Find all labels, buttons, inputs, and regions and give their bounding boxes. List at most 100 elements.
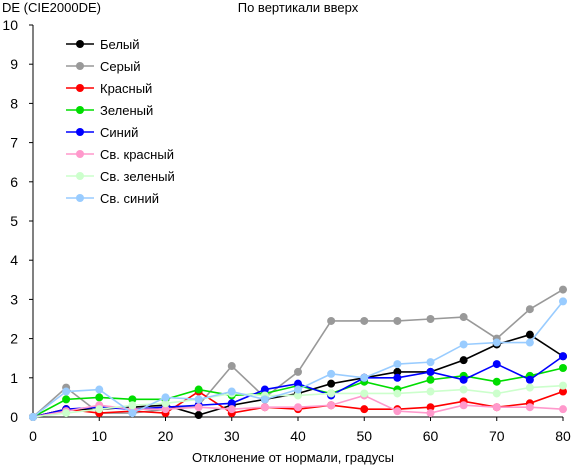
data-point xyxy=(459,401,468,410)
tick-labels: 0 1 2 3 4 5 6 7 8 9 10 0 10 20 30 40 50 60 70 80 xyxy=(2,17,571,444)
x-tick-label: 20 xyxy=(158,428,174,444)
legend-swatch-marker xyxy=(76,40,84,48)
data-point xyxy=(29,413,37,421)
data-point xyxy=(459,356,468,365)
data-point xyxy=(492,377,501,386)
data-point xyxy=(393,373,402,382)
y-tick-label: 9 xyxy=(10,56,18,72)
chart-title: По вертикали вверх xyxy=(238,0,359,15)
x-axis-label: Отклонение от нормали, градусы xyxy=(192,450,394,465)
x-tick-label: 0 xyxy=(29,428,37,444)
data-point xyxy=(327,401,336,410)
plot-area xyxy=(29,285,567,421)
data-point xyxy=(559,387,567,396)
data-point xyxy=(459,385,468,394)
data-point xyxy=(426,367,435,376)
y-tick-label: 8 xyxy=(10,95,18,111)
data-point xyxy=(393,367,402,376)
data-point xyxy=(260,385,269,394)
data-point xyxy=(393,316,402,325)
y-tick-label: 10 xyxy=(2,17,18,33)
data-point xyxy=(194,411,203,420)
data-point xyxy=(426,403,435,412)
data-point xyxy=(492,338,501,347)
data-point xyxy=(559,381,567,390)
x-tick-label: 70 xyxy=(489,428,505,444)
data-point xyxy=(62,395,71,404)
data-point xyxy=(128,401,137,410)
data-point xyxy=(227,362,236,371)
legend-swatch-marker xyxy=(76,150,84,158)
data-point xyxy=(227,399,236,408)
data-point xyxy=(525,403,534,412)
data-point xyxy=(426,409,435,418)
data-point xyxy=(393,389,402,398)
data-point xyxy=(194,395,203,404)
y-tick-label: 4 xyxy=(10,252,18,268)
data-point xyxy=(194,385,203,394)
data-point xyxy=(62,387,71,396)
legend-label: Белый xyxy=(100,37,140,52)
legend-item: Белый xyxy=(66,37,140,52)
data-point xyxy=(62,409,71,418)
series-8 xyxy=(29,297,567,421)
x-tick-label: 60 xyxy=(423,428,439,444)
data-point xyxy=(294,403,302,412)
y-tick-label: 2 xyxy=(10,331,18,347)
data-point xyxy=(360,405,369,414)
y-tick-label: 3 xyxy=(10,291,18,307)
y-tick-label: 7 xyxy=(10,135,18,151)
data-point xyxy=(525,305,534,314)
data-point xyxy=(492,360,501,369)
data-point xyxy=(360,316,369,325)
data-point xyxy=(459,340,468,349)
data-point xyxy=(393,407,402,416)
data-point xyxy=(327,316,336,325)
data-point xyxy=(459,313,468,322)
legend-label: Св. синий xyxy=(100,191,159,206)
data-point xyxy=(426,315,435,323)
data-point xyxy=(559,352,567,361)
data-point xyxy=(525,330,534,339)
legend-label: Св. красный xyxy=(100,147,174,162)
series-line xyxy=(32,300,564,418)
legend-swatch-marker xyxy=(76,106,84,114)
data-point xyxy=(525,338,534,347)
data-point xyxy=(426,375,435,384)
data-point xyxy=(227,387,236,396)
data-point xyxy=(95,405,104,414)
y-tick-label: 0 xyxy=(10,409,18,425)
data-point xyxy=(327,389,336,398)
data-point xyxy=(559,405,567,414)
data-point xyxy=(525,375,534,384)
data-point xyxy=(161,393,170,402)
data-point xyxy=(161,405,170,414)
legend-label: Красный xyxy=(100,81,152,96)
legend-item: Красный xyxy=(66,81,152,96)
legend-item: Св. красный xyxy=(66,147,174,162)
legend-swatch-marker xyxy=(76,128,84,136)
legend-swatch-marker xyxy=(76,84,84,92)
data-point xyxy=(426,358,435,367)
data-point xyxy=(426,387,435,396)
data-point xyxy=(360,373,369,382)
data-point xyxy=(492,389,501,398)
data-point xyxy=(492,403,501,412)
data-point xyxy=(227,405,236,414)
legend-swatch-marker xyxy=(76,62,84,70)
data-point xyxy=(559,297,567,306)
legend-swatch-marker xyxy=(76,194,84,202)
legend-item: Синий xyxy=(66,125,138,140)
data-point xyxy=(260,395,269,404)
legend-item: Св. зеленый xyxy=(66,169,175,184)
data-point xyxy=(194,403,203,412)
data-point xyxy=(260,403,269,412)
legend-label: Синий xyxy=(100,125,138,140)
x-tick-label: 80 xyxy=(555,428,571,444)
data-point xyxy=(525,383,534,392)
y-tick-label: 5 xyxy=(10,213,18,229)
legend-label: Зеленый xyxy=(100,103,153,118)
series-2 xyxy=(29,285,567,421)
data-point xyxy=(294,379,302,388)
